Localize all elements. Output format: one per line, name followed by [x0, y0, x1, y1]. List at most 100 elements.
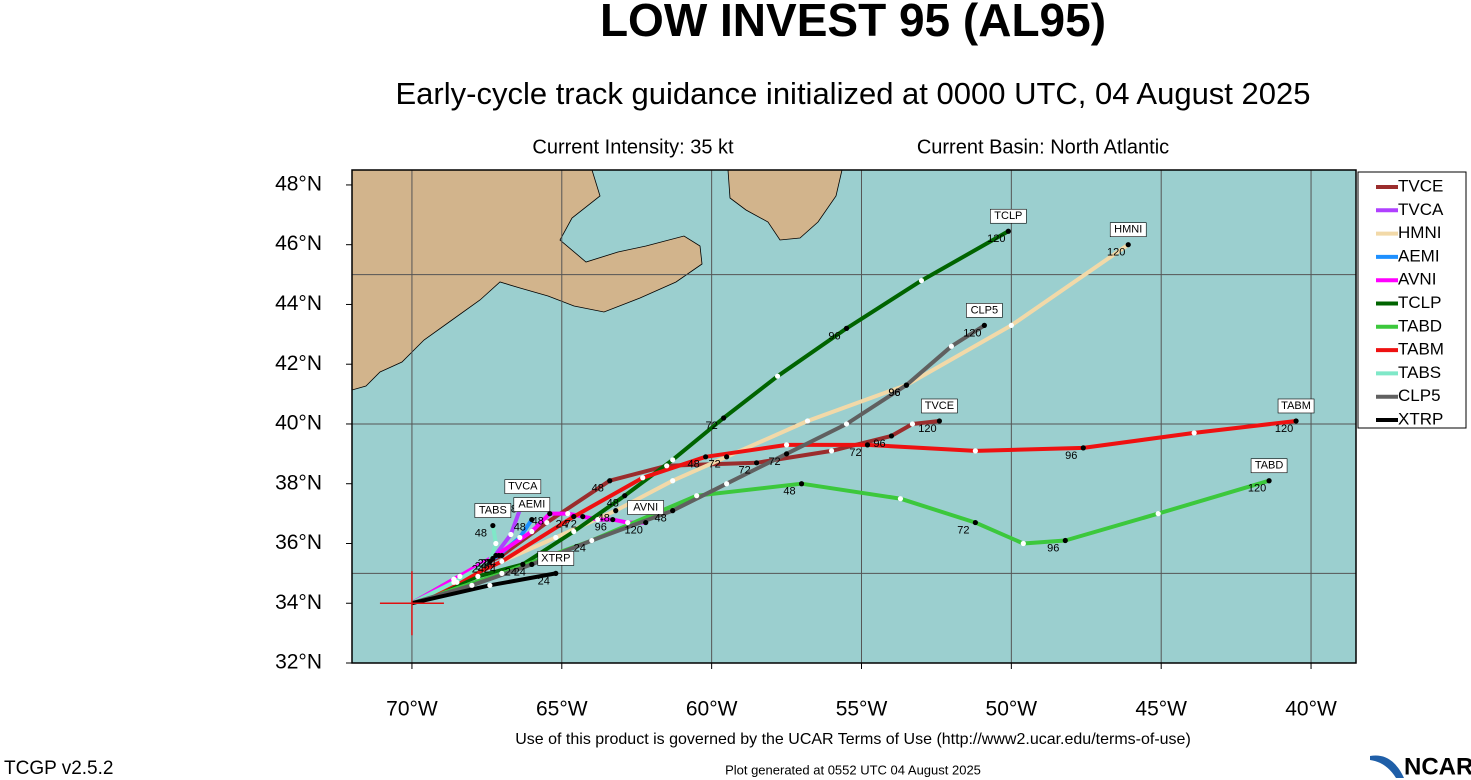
tau-label: 96 [828, 330, 840, 342]
title: LOW INVEST 95 (AL95) [600, 0, 1106, 46]
x-tick-label: 65°W [536, 698, 588, 721]
tau-label: 72 [768, 456, 780, 468]
y-tick-label: 42°N [275, 352, 322, 375]
x-tick-label: 45°W [1135, 698, 1187, 721]
tau-label: 24 [556, 519, 568, 531]
tau-label: 72 [709, 459, 721, 471]
y-tick-label: 32°N [275, 651, 322, 674]
forecast-point [544, 519, 550, 526]
subtitle: Early-cycle track guidance initialized a… [396, 76, 1311, 111]
terms: Use of this product is governed by the U… [515, 731, 1191, 748]
y-tick-label: 40°N [275, 412, 322, 435]
forecast-point [774, 373, 781, 379]
tau-label: 72 [565, 519, 577, 531]
land [352, 170, 703, 391]
legend-label: TVCE [1398, 176, 1443, 195]
forecast-point [1062, 537, 1068, 544]
forecast-point [843, 421, 850, 427]
track-label: CLP5 [971, 304, 999, 316]
forecast-point [529, 516, 535, 523]
intensity: Current Intensity: 35 kt [532, 136, 734, 158]
forecast-point [783, 451, 790, 457]
tau-label: 24 [574, 542, 586, 554]
tau-label: 24 [475, 560, 487, 572]
track-label-box [1277, 398, 1315, 414]
forecast-point [724, 481, 730, 487]
version: TCGP v2.5.2 [4, 758, 113, 779]
forecast-point [553, 570, 559, 576]
track-label-box [1109, 222, 1147, 237]
forecast-point [1125, 242, 1131, 248]
tau-label: 120 [918, 423, 936, 435]
forecast-point [640, 475, 646, 481]
forecast-point [864, 442, 871, 448]
legend-label: AVNI [1398, 270, 1436, 289]
tau-label: 72 [706, 420, 718, 432]
y-tick-label: 38°N [275, 471, 322, 494]
forecast-point [613, 508, 619, 514]
forecast-point [643, 519, 649, 526]
tau-label: 120 [1248, 483, 1266, 495]
legend [1357, 171, 1467, 429]
y-tick-label: 48°N [275, 172, 322, 195]
forecast-point [520, 561, 526, 568]
tau-label: 48 [532, 516, 544, 528]
y-tick-label: 44°N [275, 292, 322, 315]
forecast-point [703, 454, 709, 460]
y-tick-label: 36°N [275, 531, 322, 554]
track-label: XTRP [541, 552, 570, 564]
tau-label: 48 [514, 521, 526, 533]
forecast-point [897, 496, 904, 502]
forecast-point [1080, 445, 1086, 451]
x-tick-label: 60°W [686, 698, 738, 721]
forecast-point [571, 528, 577, 535]
track-label: TABD [1255, 460, 1284, 472]
forecast-point [972, 519, 978, 526]
track-label-box [513, 497, 551, 512]
forecast-point [499, 570, 505, 576]
track-label-box [474, 503, 512, 518]
x-tick-label: 40°W [1285, 698, 1337, 721]
forecast-point [798, 481, 805, 487]
forecast-point [547, 511, 553, 517]
y-tick-label: 34°N [275, 591, 322, 614]
track-label: AVNI [633, 501, 658, 513]
forecast-point [694, 493, 700, 499]
tau-label: 96 [1047, 542, 1059, 554]
forecast-point [475, 573, 481, 579]
tau-label: 24 [538, 575, 550, 587]
tau-label: 48 [783, 486, 795, 498]
forecast-point [622, 493, 628, 499]
tau-label: 48 [598, 513, 610, 525]
legend-label: TABS [1398, 363, 1441, 382]
forecast-point [843, 325, 850, 331]
legend-label: TCLP [1398, 293, 1441, 312]
forecast-point [493, 540, 499, 547]
tau-label: 96 [873, 438, 885, 450]
tau-label: 120 [1275, 423, 1293, 435]
legend-label: HMNI [1398, 223, 1441, 242]
tau-label: 72 [738, 465, 750, 477]
forecast-point [1293, 418, 1299, 424]
forecast-point [565, 511, 571, 517]
logo: NCAR [1404, 753, 1471, 780]
track-label-box [966, 303, 1003, 318]
forecast-point [888, 433, 895, 439]
tau-label: 120 [625, 524, 643, 536]
land [727, 170, 843, 241]
forecast-point [1005, 228, 1011, 234]
x-tick-label: 70°W [386, 698, 438, 721]
forecast-point [828, 448, 835, 454]
track-label: TVCE [925, 400, 954, 412]
forecast-point [909, 421, 916, 427]
forecast-point [451, 579, 457, 585]
generated: Plot generated at 0552 UTC 04 August 202… [725, 762, 981, 777]
track-label: TCLP [994, 210, 1022, 222]
forecast-point [1008, 322, 1014, 328]
legend-label: CLP5 [1398, 386, 1441, 405]
tau-label: 120 [1107, 247, 1125, 259]
forecast-point [670, 508, 676, 514]
track-label: TVCA [508, 481, 538, 493]
tau-label: 96 [595, 521, 607, 533]
